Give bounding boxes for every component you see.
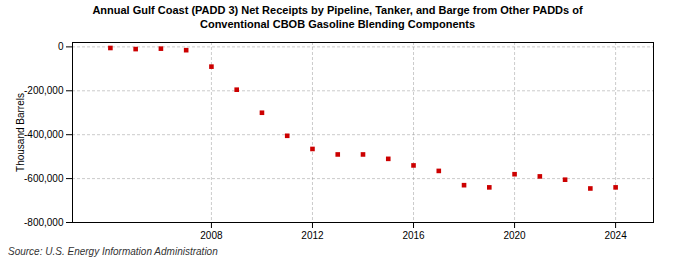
svg-text:-200,000: -200,000 (24, 84, 64, 95)
svg-text:2016: 2016 (402, 229, 425, 240)
svg-text:Thousand Barrels: Thousand Barrels (15, 93, 26, 172)
svg-text:-800,000: -800,000 (24, 216, 64, 227)
svg-text:2012: 2012 (301, 229, 324, 240)
svg-text:0: 0 (58, 41, 64, 52)
svg-text:-600,000: -600,000 (24, 172, 64, 183)
svg-text:2024: 2024 (604, 229, 627, 240)
svg-text:2008: 2008 (200, 229, 223, 240)
html-text:Annual Gulf Coast (PADD 3) Net: Annual Gulf Coast (PADD 3) Net Receipts … (92, 4, 583, 30)
html-text:Source: U.S. Energy Informatio: Source: U.S. Energy Information Administ… (8, 245, 218, 257)
svg-text:-400,000: -400,000 (24, 128, 64, 139)
svg-text:2020: 2020 (503, 229, 526, 240)
